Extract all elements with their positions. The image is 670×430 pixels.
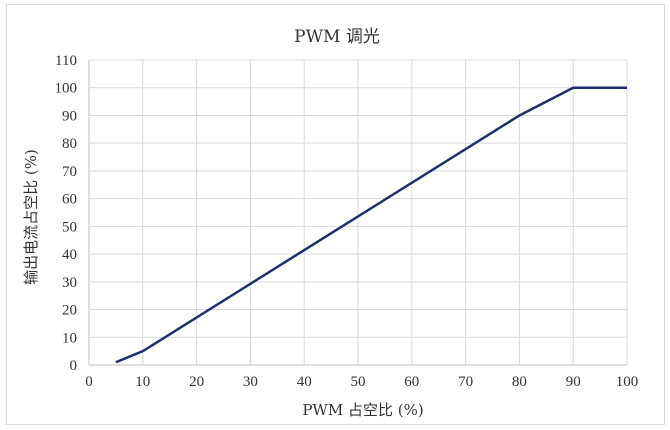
y-axis-title: 输出电流占空比 (%) (22, 149, 40, 285)
x-tick-label: 0 (85, 374, 93, 390)
x-tick-label: 60 (404, 374, 419, 390)
y-tick-label: 60 (62, 192, 77, 208)
y-tick-label: 70 (62, 164, 77, 180)
y-tick-label: 20 (62, 303, 77, 319)
x-tick-label: 70 (458, 374, 473, 390)
y-tick-label: 110 (55, 53, 77, 69)
tick-layer: 0 10 20 30 40 50 60 70 80 90 100 0 10 20 30 40 50 60 70 80 9… (55, 53, 639, 390)
pwm-dimming-chart: PWM 调光 0 10 20 30 40 50 60 70 80 90 100 0 10 20 30 40 50… (22, 27, 639, 419)
x-tick-label: 30 (243, 374, 258, 390)
grid-layer (88, 59, 628, 366)
x-tick-label: 90 (566, 374, 581, 390)
y-tick-label: 100 (55, 81, 78, 97)
x-tick-label: 50 (351, 374, 366, 390)
series-layer (115, 86, 627, 364)
y-tick-label: 0 (70, 358, 78, 374)
x-tick-label: 100 (616, 374, 639, 390)
y-tick-label: 90 (62, 108, 77, 124)
y-tick-label: 30 (62, 275, 77, 291)
y-tick-label: 40 (62, 247, 77, 263)
x-axis-title: PWM 占空比 (%) (302, 401, 423, 419)
y-tick-label: 80 (62, 136, 77, 152)
y-tick-label: 10 (62, 330, 77, 346)
x-tick-label: 20 (189, 374, 204, 390)
chart-title: PWM 调光 (294, 27, 380, 47)
x-tick-label: 40 (297, 374, 312, 390)
chart-frame: PWM 调光 0 10 20 30 40 50 60 70 80 90 100 0 10 20 30 40 50… (6, 4, 665, 425)
y-tick-label: 50 (62, 219, 77, 235)
x-tick-label: 10 (135, 374, 150, 390)
x-tick-label: 80 (512, 374, 527, 390)
series-line (115, 86, 627, 364)
